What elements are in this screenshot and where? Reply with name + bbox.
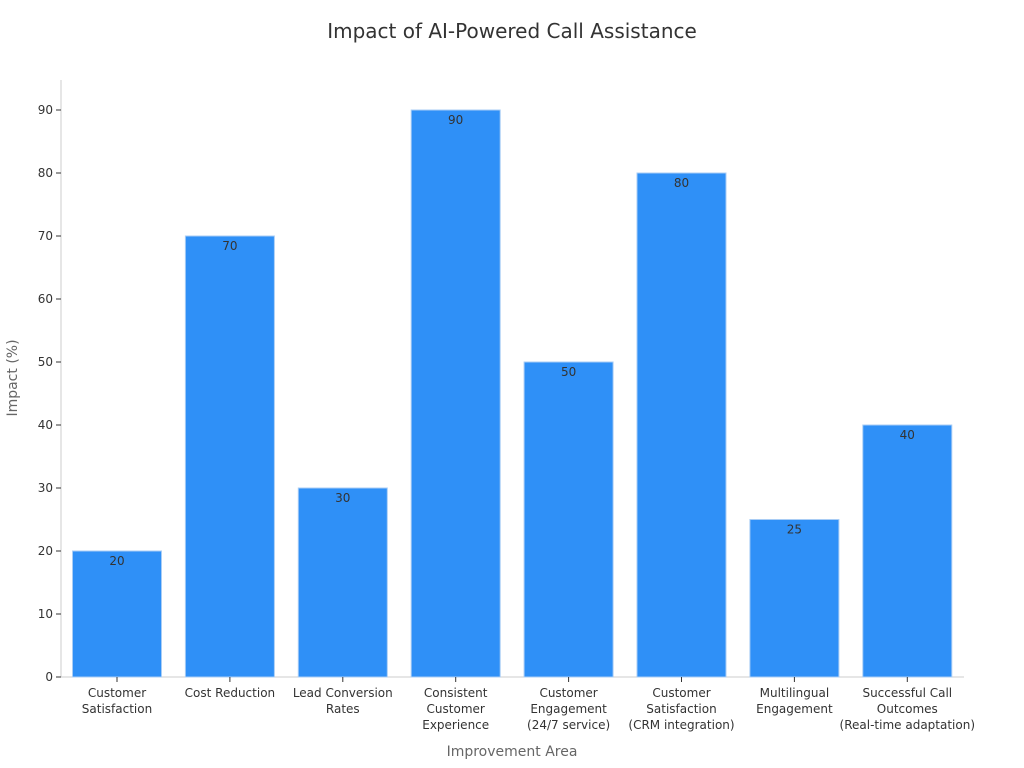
bar — [636, 172, 727, 678]
y-tick-label: 40 — [38, 418, 53, 432]
x-tick-label: Consistent Customer Experience — [422, 686, 489, 732]
y-tick-label: 50 — [38, 355, 53, 369]
x-tick-label: Multilingual Engagement — [756, 686, 833, 716]
y-axis-title: Impact (%) — [5, 339, 21, 416]
data-label: 90 — [448, 113, 463, 127]
y-tick-label: 80 — [38, 166, 53, 180]
bar — [72, 550, 162, 678]
data-label: 30 — [335, 491, 350, 505]
y-tick-label: 70 — [38, 229, 53, 243]
y-tick-label: 0 — [45, 670, 53, 684]
bar — [862, 424, 953, 678]
bar — [523, 361, 614, 678]
data-label: 20 — [109, 554, 124, 568]
data-label: 25 — [787, 523, 802, 537]
y-tick-label: 60 — [38, 292, 53, 306]
y-tick-label: 10 — [38, 607, 53, 621]
bar — [297, 487, 388, 678]
y-tick-label: 20 — [38, 544, 53, 558]
x-tick-label: Successful Call Outcomes (Real-time adapta… — [840, 686, 975, 732]
bar — [749, 519, 840, 678]
x-tick-label: Lead Conversion Rates — [293, 686, 393, 716]
data-label: 70 — [222, 239, 237, 253]
x-tick-label: Cost Reduction — [185, 686, 275, 700]
bar — [410, 109, 501, 678]
bar — [184, 235, 275, 678]
y-tick-label: 30 — [38, 481, 53, 495]
x-tick-label: Customer Satisfaction — [82, 686, 152, 716]
data-label: 80 — [674, 176, 689, 190]
x-tick-label: Customer Engagement (24/7 service) — [527, 686, 610, 732]
chart-title: Impact of AI-Powered Call Assistance — [327, 19, 697, 43]
y-tick-label: 90 — [38, 103, 53, 117]
x-axis-title: Improvement Area — [447, 744, 578, 760]
data-label: 40 — [900, 428, 915, 442]
x-tick-label: Customer Satisfaction (CRM integration) — [628, 686, 734, 732]
data-label: 50 — [561, 365, 576, 379]
